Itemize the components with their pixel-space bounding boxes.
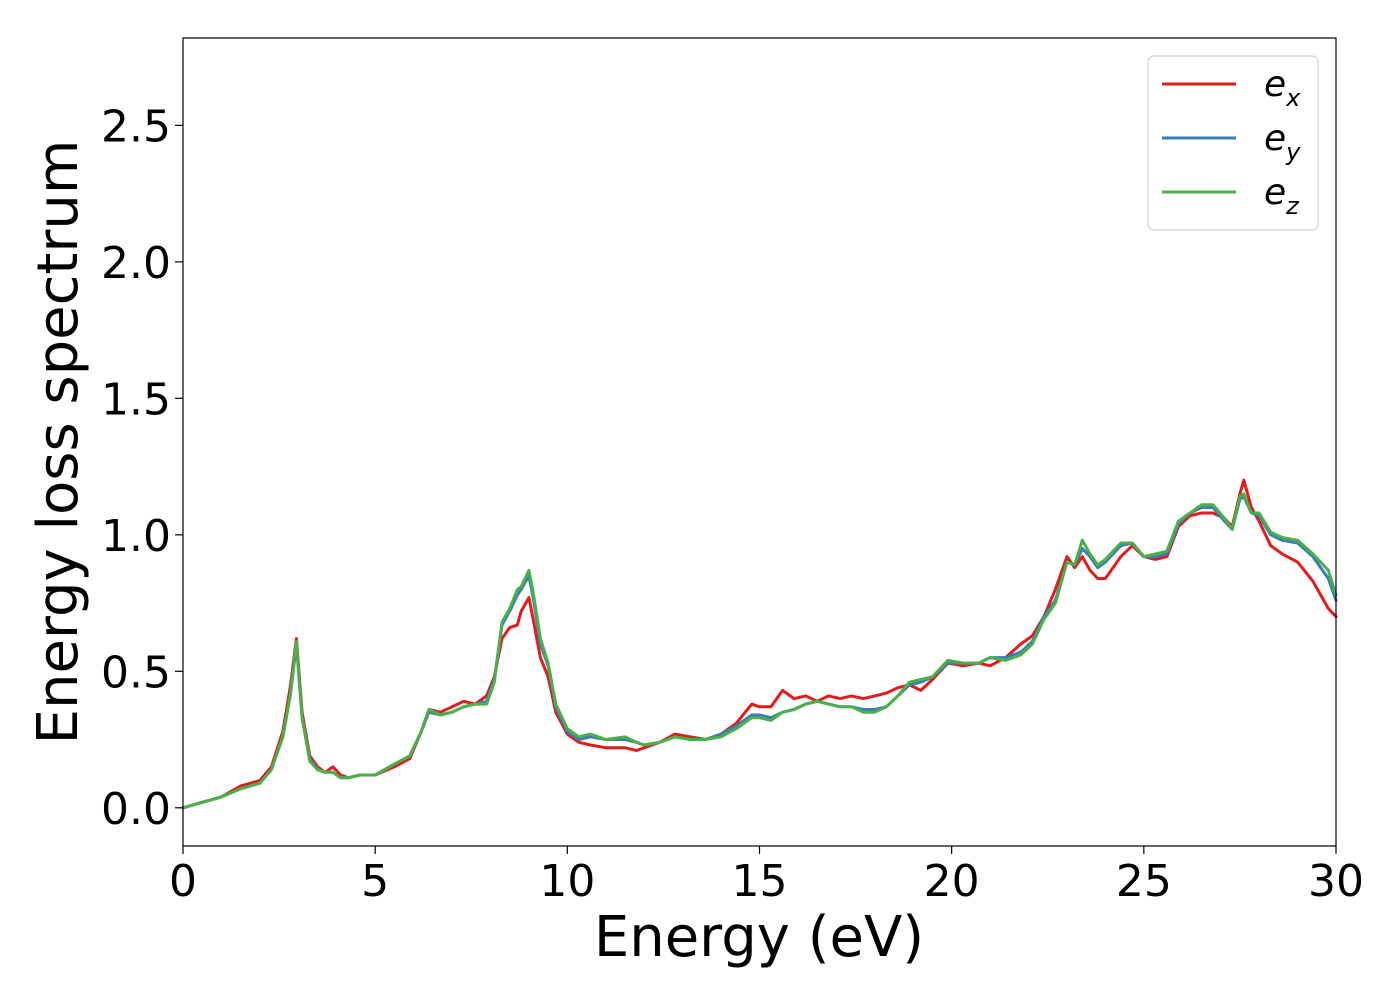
y-tick-label: 2.0 bbox=[101, 238, 171, 289]
y-tick-label: 1.0 bbox=[101, 511, 171, 562]
x-tick-label: 25 bbox=[1116, 856, 1172, 907]
x-axis-title: Energy (eV) bbox=[594, 905, 924, 970]
y-tick-label: 1.5 bbox=[101, 374, 171, 425]
x-axis: 0 5 10 15 20 25 30 bbox=[169, 846, 1364, 907]
y-tick-label: 2.5 bbox=[101, 101, 171, 152]
series-line-z bbox=[181, 492, 1338, 810]
legend-box bbox=[1147, 55, 1319, 231]
y-axis: 0.0 0.5 1.0 1.5 2.0 2.5 bbox=[101, 101, 183, 835]
x-tick-label: 30 bbox=[1308, 856, 1364, 907]
x-tick-label: 10 bbox=[539, 856, 595, 907]
series-layer bbox=[181, 478, 1338, 810]
x-tick-label: 0 bbox=[169, 856, 197, 907]
plot-background bbox=[183, 38, 1336, 846]
y-tick-label: 0.5 bbox=[101, 647, 171, 698]
x-tick-label: 5 bbox=[361, 856, 389, 907]
y-axis-title: Energy loss spectrum bbox=[26, 140, 91, 745]
x-tick-label: 15 bbox=[732, 856, 788, 907]
y-tick-label: 0.0 bbox=[101, 784, 171, 835]
x-tick-label: 20 bbox=[924, 856, 980, 907]
